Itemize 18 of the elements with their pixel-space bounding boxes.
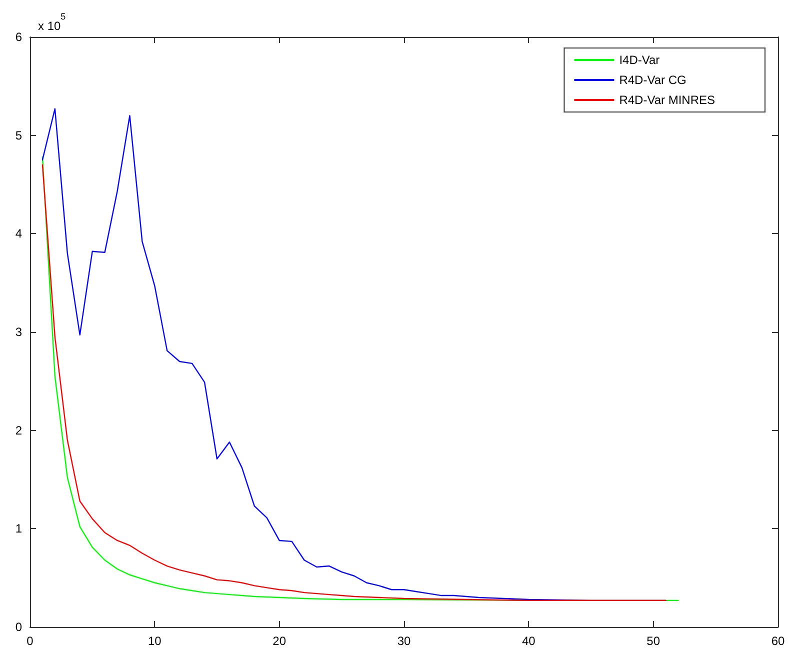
legend-label: R4D-Var MINRES [619,93,716,107]
x-tick-label: 20 [272,634,286,648]
y-tick-label: 0 [15,620,22,634]
y-tick-label: 4 [15,226,22,241]
x-tick-label: 30 [397,634,411,648]
legend-label: R4D-Var CG [619,73,686,87]
y-tick-label: 2 [15,423,22,438]
y-tick-label: 3 [15,325,22,339]
x-tick-label: 0 [26,634,34,648]
x-tick-label: 40 [522,634,536,648]
text: x 105 [38,12,66,33]
x-tick-label: 50 [646,634,660,648]
legend-label: I4D-Var [619,53,660,67]
x-tick-label: 10 [148,634,162,648]
y-tick-label: 1 [15,522,22,536]
y-tick-label: 5 [15,128,22,142]
x-tick-label: 60 [771,634,785,648]
y-tick-label: 6 [15,30,22,44]
